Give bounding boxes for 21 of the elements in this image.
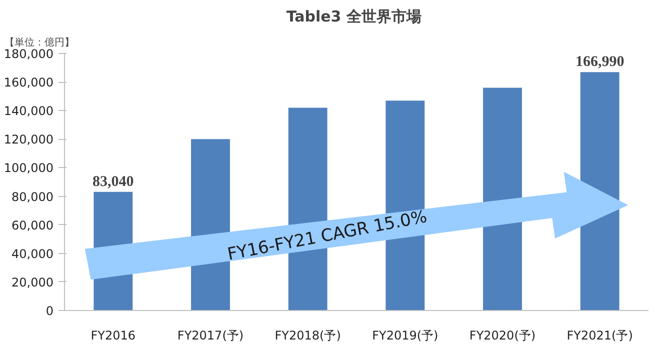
x-tick-label: FY2021(予) — [566, 328, 633, 342]
y-tick-label: 80,000 — [12, 190, 54, 204]
chart-title: Table3 全世界市場 — [286, 8, 422, 26]
y-tick-label: 120,000 — [4, 132, 54, 147]
y-tick-label: 100,000 — [4, 161, 54, 176]
x-tick-label: FY2016 — [90, 328, 136, 342]
data-label: 83,040 — [92, 174, 134, 190]
annotation: FY16-FY21 CAGR 15.0% — [226, 207, 429, 265]
x-tick-label: FY2018(予) — [274, 328, 341, 342]
y-tick-label: 20,000 — [12, 275, 54, 290]
y-axis-title: 【単位：億円】 — [4, 36, 74, 48]
y-tick-label: 140,000 — [4, 104, 54, 118]
y-tick-label: 60,000 — [12, 218, 54, 232]
data-label: 166,990 — [575, 54, 624, 70]
x-tick-label: FY2017(予) — [177, 328, 244, 342]
x-tick-label: FY2020(予) — [469, 328, 536, 342]
y-tick-label: 160,000 — [4, 76, 54, 90]
y-tick-label: 180,000 — [4, 47, 54, 61]
x-tick-label: FY2019(予) — [372, 328, 438, 342]
y-tick-label: 40,000 — [12, 246, 54, 261]
y-tick-label: 0 — [46, 304, 54, 318]
